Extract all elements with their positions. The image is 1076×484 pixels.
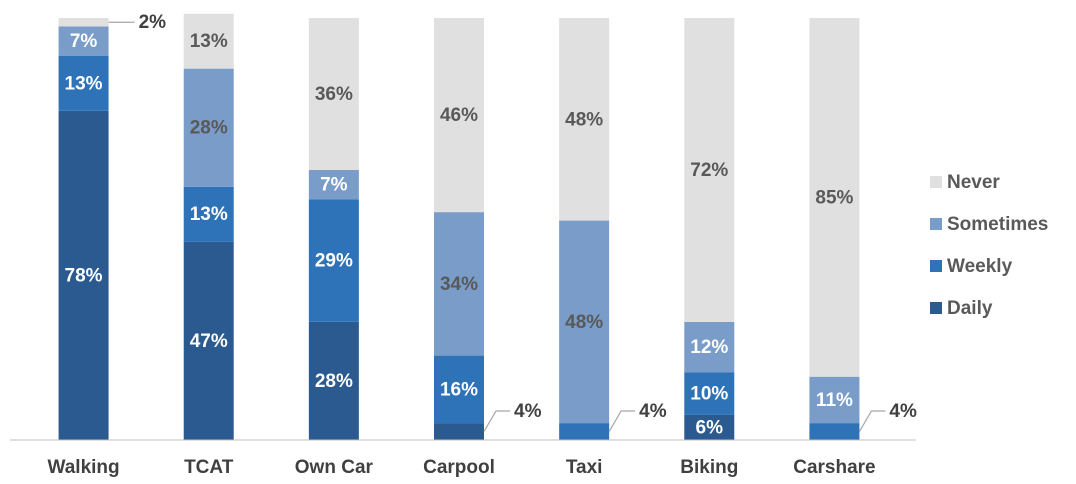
data-label: 7%	[70, 31, 98, 52]
x-tick-label: Taxi	[566, 457, 603, 478]
data-label: 13%	[190, 204, 228, 225]
data-label: 13%	[190, 31, 228, 52]
bar-segment	[308, 169, 359, 200]
x-tick-label: Carpool	[423, 457, 495, 478]
bar-segment	[809, 18, 860, 377]
bar-segment	[809, 423, 860, 440]
data-label: 4%	[639, 401, 667, 422]
leader-line	[858, 410, 886, 432]
x-tick-label: Biking	[680, 457, 738, 478]
x-tick-label: Own Car	[295, 457, 374, 478]
data-label: 46%	[440, 105, 478, 126]
x-tick-label: Carshare	[793, 457, 875, 478]
data-label: 48%	[565, 312, 603, 333]
bar-segment	[559, 220, 610, 424]
bar-segment	[684, 321, 735, 373]
x-tick-label: Walking	[48, 457, 120, 478]
bar-segment	[809, 376, 860, 424]
bar-segment	[183, 13, 234, 69]
data-label: 78%	[65, 265, 103, 286]
data-label: 29%	[315, 251, 353, 272]
data-label: 48%	[565, 109, 603, 130]
legend-swatch	[930, 218, 942, 230]
bar-segment	[183, 186, 234, 242]
bar-segment	[684, 18, 735, 322]
data-label: 6%	[696, 417, 724, 438]
bar-segment	[308, 199, 359, 322]
bar-segment	[183, 241, 234, 440]
bar-segment	[434, 212, 484, 356]
data-label: 4%	[889, 401, 917, 422]
data-label: 28%	[315, 371, 353, 392]
bar-segment	[434, 355, 484, 424]
bar-segment	[684, 414, 735, 440]
legend-swatch	[930, 260, 942, 272]
data-label: 72%	[690, 160, 728, 181]
data-label: 13%	[65, 73, 103, 94]
data-label: 7%	[320, 175, 348, 196]
leader-line	[483, 410, 510, 432]
data-label: 34%	[440, 274, 478, 295]
data-label: 47%	[190, 331, 228, 352]
legend-label: Weekly	[947, 256, 1013, 277]
data-label: 2%	[139, 12, 167, 33]
x-tick-label: TCAT	[184, 457, 234, 478]
bar-segment	[183, 68, 234, 187]
data-label: 4%	[514, 401, 542, 422]
legend-label: Never	[947, 172, 1000, 193]
bar-segment	[684, 372, 735, 415]
data-label: 12%	[690, 337, 728, 358]
legend-label: Daily	[947, 298, 993, 319]
bar-segment	[58, 26, 109, 56]
bar-segment	[559, 423, 610, 440]
data-label: 10%	[690, 384, 728, 405]
bar-segment	[58, 55, 109, 111]
legend-label: Sometimes	[947, 214, 1048, 235]
legend-swatch	[930, 302, 942, 314]
bar-segment	[58, 110, 109, 440]
legend-swatch	[930, 176, 942, 188]
data-label: 16%	[440, 379, 478, 400]
bar-segment	[308, 321, 359, 440]
data-label: 36%	[315, 84, 353, 105]
bar-segment	[434, 423, 484, 440]
bar-segment	[308, 18, 359, 170]
data-label: 28%	[190, 118, 228, 139]
data-label: 11%	[816, 390, 853, 411]
bar-segment	[58, 18, 109, 27]
leader-line	[608, 410, 636, 432]
data-label: 85%	[815, 187, 853, 208]
bar-segment	[559, 18, 610, 221]
bar-segment	[434, 18, 484, 213]
